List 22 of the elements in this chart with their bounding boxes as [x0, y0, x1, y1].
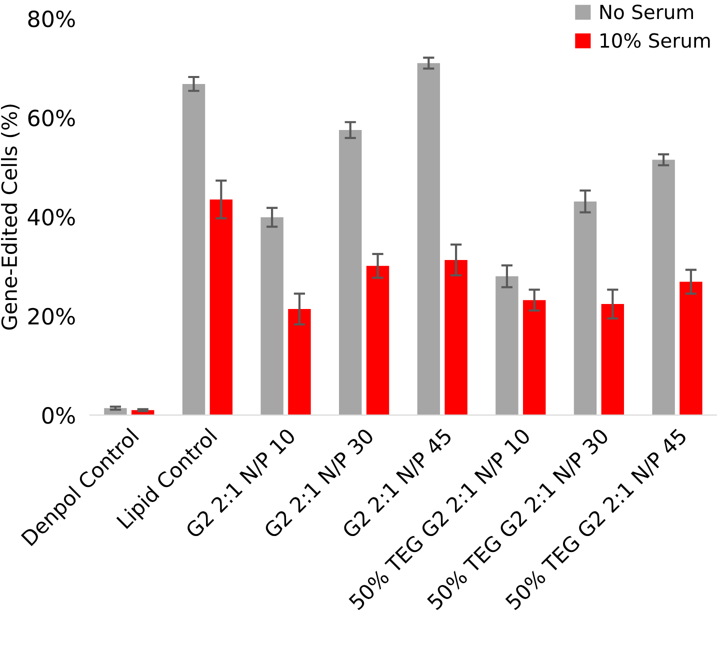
y-tick-label: 60%	[28, 110, 75, 126]
bar	[601, 304, 624, 416]
y-axis-title: Gene-Edited Cells (%)	[1, 104, 20, 330]
y-tick-label: 40%	[28, 208, 75, 226]
bar	[417, 63, 440, 416]
y-tick-label: 20%	[28, 308, 75, 325]
bar	[338, 130, 362, 416]
y-tick-label: 80%	[28, 10, 75, 28]
bar	[210, 199, 233, 416]
bar	[444, 260, 468, 416]
bar	[652, 160, 675, 416]
legend-label: No Serum	[600, 4, 693, 20]
bar	[366, 266, 390, 416]
bar	[680, 282, 702, 416]
legend-label: 10% Serum	[600, 33, 710, 48]
bar	[182, 84, 206, 416]
bar	[523, 300, 546, 416]
y-tick-label: 0%	[42, 407, 75, 424]
bar	[288, 309, 311, 416]
bar	[496, 276, 518, 416]
bar	[574, 201, 597, 416]
bar	[260, 217, 284, 416]
